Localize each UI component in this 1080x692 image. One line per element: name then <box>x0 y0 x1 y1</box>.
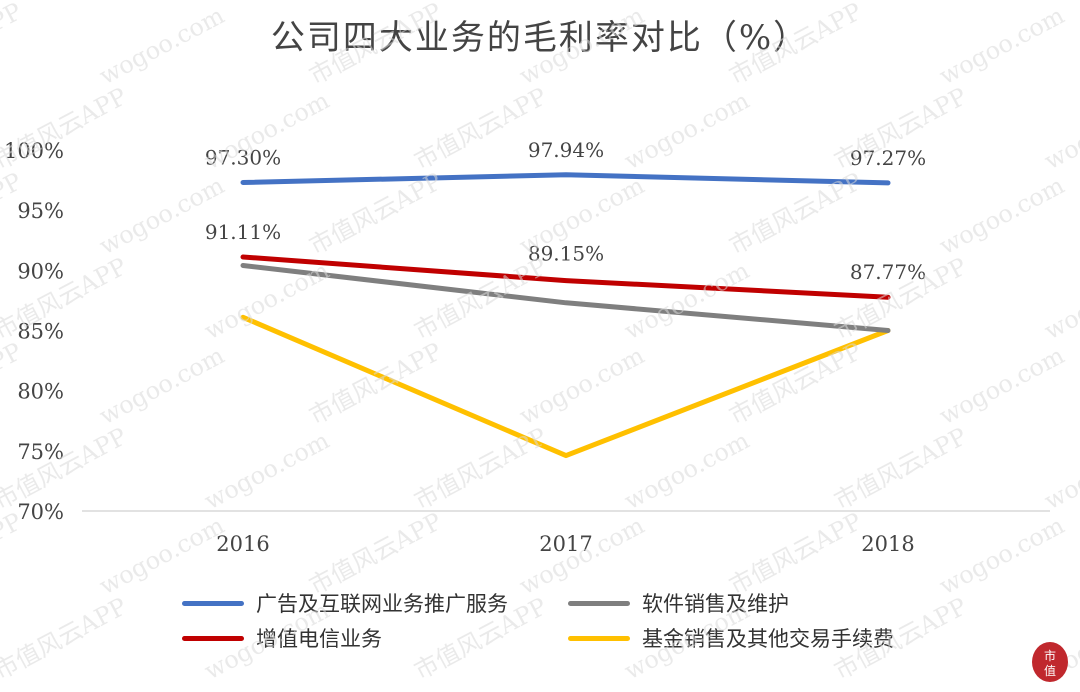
legend-swatch <box>568 635 630 641</box>
y-tick-label: 100% <box>4 139 64 163</box>
logo-text-top: 市 <box>1044 648 1056 663</box>
y-tick-label: 75% <box>17 440 64 464</box>
legend-label: 基金销售及其他交易手续费 <box>642 627 894 651</box>
data-label: 91.11% <box>205 220 281 244</box>
data-label: 97.27% <box>850 146 926 170</box>
legend-label: 软件销售及维护 <box>642 592 789 616</box>
legend-item-1: 软件销售及维护 <box>568 588 789 618</box>
x-tick-label: 2018 <box>861 532 914 556</box>
fengyun-seal-icon: 市 值 <box>1032 642 1068 682</box>
x-tick-label: 2016 <box>216 532 269 556</box>
y-tick-label: 95% <box>17 199 64 223</box>
chart-title: 公司四大业务的毛利率对比（%） <box>270 18 810 58</box>
y-tick-label: 80% <box>17 380 64 404</box>
legend-swatch <box>568 600 630 606</box>
data-label: 87.77% <box>850 260 926 284</box>
data-label: 89.15% <box>528 242 604 266</box>
y-axis: 70% 75% 80% 85% 90% 95% 100% <box>4 139 64 524</box>
data-label: 97.94% <box>528 138 604 162</box>
series-line-0 <box>240 172 891 186</box>
x-tick-label: 2017 <box>539 532 592 556</box>
legend-item-3: 基金销售及其他交易手续费 <box>568 623 894 653</box>
legend-item-2: 增值电信业务 <box>182 623 382 653</box>
series-line-2 <box>240 254 891 300</box>
logo-text-bottom: 值 <box>1044 663 1056 678</box>
series-lines <box>240 172 891 459</box>
legend-item-0: 广告及互联网业务推广服务 <box>182 588 508 618</box>
legend-swatch <box>182 635 244 641</box>
y-tick-label: 85% <box>17 320 64 344</box>
y-tick-label: 70% <box>17 500 64 524</box>
data-labels: 97.30% 97.94% 97.27% 91.11% 89.15% 87.77% <box>205 138 926 284</box>
x-axis: 2016 2017 2018 <box>82 510 1050 556</box>
legend-label: 增值电信业务 <box>256 627 382 651</box>
y-tick-label: 90% <box>17 259 64 283</box>
data-label: 97.30% <box>205 145 281 169</box>
series-line-3 <box>240 314 891 459</box>
legend-label: 广告及互联网业务推广服务 <box>256 592 508 616</box>
series-line-1 <box>240 263 891 333</box>
legend-swatch <box>182 600 244 606</box>
